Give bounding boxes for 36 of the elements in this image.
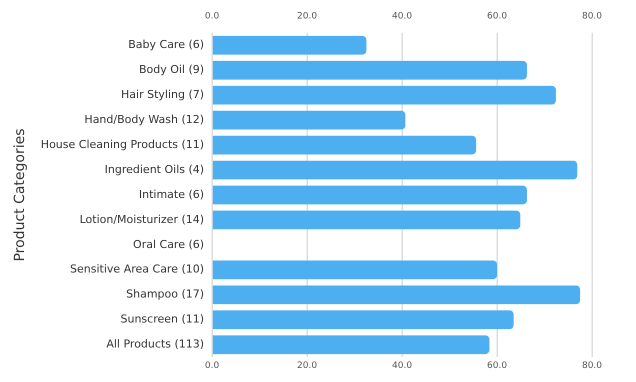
- y-tick-label: Ingredient Oils (4): [104, 162, 204, 176]
- y-tick-label: Shampoo (17): [126, 288, 204, 301]
- bar: [212, 335, 490, 354]
- y-tick-label: Body Oil (9): [138, 63, 204, 76]
- bar: [212, 285, 580, 304]
- y-tick-label: Sunscreen (11): [120, 312, 204, 326]
- y-tick-label: Sensitive Area Care (10): [70, 262, 204, 276]
- bar: [212, 160, 578, 180]
- bar: [212, 86, 556, 105]
- x2-tick-label: 40.0: [392, 12, 412, 22]
- y-tick-label: All Products (113): [106, 338, 204, 351]
- x2-tick-label: 20.0: [297, 12, 318, 22]
- x-tick-label: 80.0: [582, 360, 602, 371]
- y-tick-label: Intimate (6): [138, 188, 204, 201]
- bar: [212, 210, 520, 230]
- x-tick-label: 60.0: [486, 360, 508, 371]
- x2-tick-label: 80.0: [582, 12, 602, 22]
- bar: [212, 186, 527, 204]
- bar: [212, 260, 498, 280]
- bar: [212, 310, 514, 330]
- y-tick-label: Lotion/Moisturizer (14): [80, 212, 204, 226]
- x2-tick-label: 60.0: [486, 12, 508, 22]
- bar: [212, 136, 476, 154]
- y-tick-label: Baby Care (6): [128, 38, 204, 52]
- x2-tick-label: 0.0: [204, 12, 220, 22]
- bar: [212, 60, 527, 80]
- y-axis-title: Product Categories: [12, 128, 28, 262]
- y-tick-label: Oral Care (6): [133, 238, 204, 251]
- bar: [212, 36, 366, 55]
- x-tick-label: 40.0: [392, 360, 412, 371]
- y-tick-label: House Cleaning Products (11): [40, 138, 204, 151]
- y-tick-label: Hair Styling (7): [121, 88, 204, 102]
- x-tick-label: 0.0: [204, 360, 220, 371]
- bar: [212, 110, 406, 130]
- x-tick-label: 20.0: [297, 360, 318, 371]
- y-tick-label: Hand/Body Wash (12): [84, 113, 204, 126]
